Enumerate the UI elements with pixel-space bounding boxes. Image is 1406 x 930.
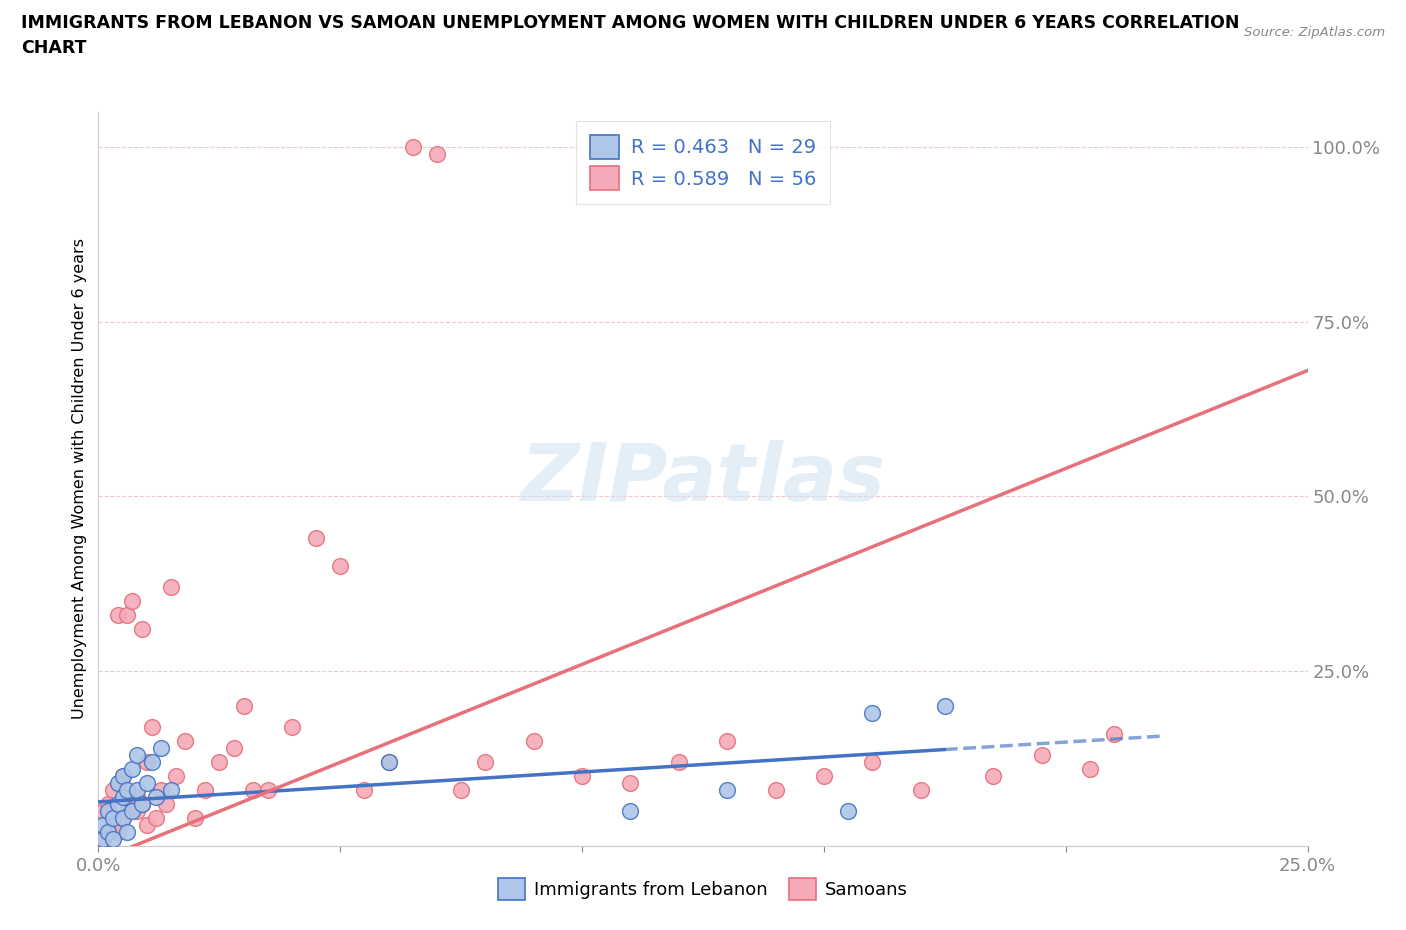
Point <box>174 734 197 749</box>
Point <box>111 769 134 784</box>
Point <box>127 804 149 818</box>
Point <box>474 755 496 770</box>
Point <box>97 797 120 812</box>
Point <box>145 790 167 804</box>
Point <box>97 825 120 840</box>
Point <box>131 622 153 637</box>
Text: CHART: CHART <box>21 39 87 57</box>
Point <box>305 531 328 546</box>
Point <box>934 699 956 714</box>
Point <box>101 811 124 826</box>
Point <box>377 755 399 770</box>
Point <box>127 783 149 798</box>
Point <box>117 608 139 623</box>
Point <box>160 580 183 595</box>
Y-axis label: Unemployment Among Women with Children Under 6 years: Unemployment Among Women with Children U… <box>72 238 87 720</box>
Point <box>160 783 183 798</box>
Point <box>111 811 134 826</box>
Point <box>668 755 690 770</box>
Point <box>981 769 1004 784</box>
Point <box>145 811 167 826</box>
Legend: R = 0.463   N = 29, R = 0.589   N = 56: R = 0.463 N = 29, R = 0.589 N = 56 <box>576 121 830 204</box>
Point <box>111 790 134 804</box>
Point <box>716 783 738 798</box>
Point <box>91 831 114 846</box>
Point <box>232 699 254 714</box>
Point <box>377 755 399 770</box>
Point <box>1031 748 1053 763</box>
Text: IMMIGRANTS FROM LEBANON VS SAMOAN UNEMPLOYMENT AMONG WOMEN WITH CHILDREN UNDER 6: IMMIGRANTS FROM LEBANON VS SAMOAN UNEMPL… <box>21 14 1240 32</box>
Point <box>910 783 932 798</box>
Point <box>101 783 124 798</box>
Point <box>194 783 217 798</box>
Point <box>121 762 143 777</box>
Point <box>107 776 129 790</box>
Point <box>184 811 207 826</box>
Point <box>135 817 157 832</box>
Point <box>101 831 124 846</box>
Point <box>91 831 114 846</box>
Point <box>242 783 264 798</box>
Point <box>426 146 449 161</box>
Point <box>135 755 157 770</box>
Point <box>117 825 139 840</box>
Point <box>101 817 124 832</box>
Point <box>716 734 738 749</box>
Point <box>1078 762 1101 777</box>
Point <box>111 769 134 784</box>
Point <box>121 594 143 609</box>
Point <box>571 769 593 784</box>
Point <box>619 804 641 818</box>
Point <box>135 776 157 790</box>
Point <box>402 140 425 154</box>
Point <box>837 804 859 818</box>
Point <box>91 804 114 818</box>
Point <box>150 741 173 756</box>
Point <box>619 776 641 790</box>
Point <box>121 804 143 818</box>
Point <box>117 783 139 798</box>
Point <box>107 608 129 623</box>
Point <box>165 769 187 784</box>
Point <box>141 720 163 735</box>
Text: ZIPatlas: ZIPatlas <box>520 440 886 518</box>
Point <box>97 825 120 840</box>
Point <box>121 797 143 812</box>
Point <box>765 783 787 798</box>
Point <box>450 783 472 798</box>
Point <box>813 769 835 784</box>
Point <box>111 811 134 826</box>
Point <box>860 706 883 721</box>
Point <box>131 797 153 812</box>
Point <box>141 755 163 770</box>
Point <box>131 797 153 812</box>
Point <box>1102 727 1125 742</box>
Point <box>107 797 129 812</box>
Point <box>91 817 114 832</box>
Point <box>155 797 177 812</box>
Point <box>860 755 883 770</box>
Point <box>281 720 304 735</box>
Point <box>353 783 375 798</box>
Point <box>208 755 231 770</box>
Point <box>150 783 173 798</box>
Legend: Immigrants from Lebanon, Samoans: Immigrants from Lebanon, Samoans <box>491 870 915 907</box>
Point <box>127 748 149 763</box>
Point <box>117 804 139 818</box>
Point <box>329 559 352 574</box>
Point <box>127 790 149 804</box>
Point <box>222 741 245 756</box>
Point <box>523 734 546 749</box>
Point <box>97 804 120 818</box>
Text: Source: ZipAtlas.com: Source: ZipAtlas.com <box>1244 26 1385 39</box>
Point <box>256 783 278 798</box>
Point <box>107 825 129 840</box>
